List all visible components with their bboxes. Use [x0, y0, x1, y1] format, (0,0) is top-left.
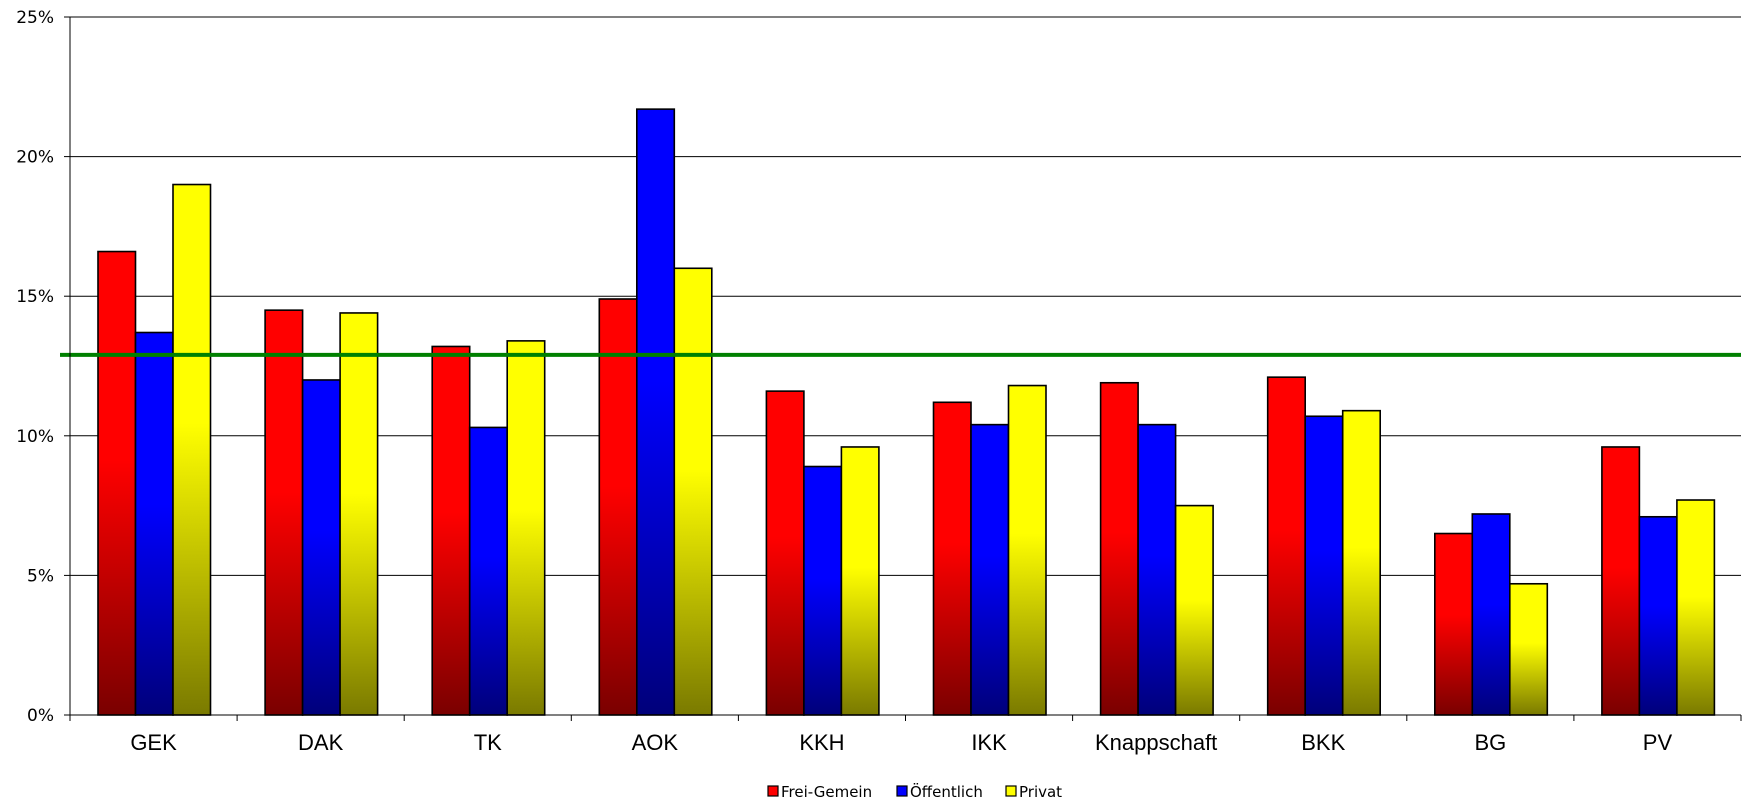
legend-swatch — [1005, 785, 1017, 797]
legend-swatch — [767, 785, 779, 797]
y-tick-label: 0% — [27, 706, 54, 726]
legend-swatch — [896, 785, 908, 797]
bar-gek-0 — [97, 250, 137, 716]
x-tick-label: KKH — [799, 730, 844, 755]
bar-tk-2 — [506, 340, 546, 716]
bar-bkk-1 — [1304, 415, 1344, 716]
bar-gek-1 — [134, 331, 174, 716]
x-tick-label: DAK — [298, 730, 344, 755]
bar-knappschaft-0 — [1099, 381, 1139, 716]
x-tick-label: GEK — [130, 730, 177, 755]
legend-label: Frei-Gemein — [781, 783, 872, 801]
bar-aok-2 — [673, 267, 713, 716]
bar-aok-1 — [635, 108, 676, 716]
bar-ikk-0 — [932, 401, 972, 716]
x-tick-label: IKK — [971, 730, 1007, 755]
bar-knappschaft-1 — [1137, 423, 1177, 716]
x-tick-label: Knappschaft — [1095, 730, 1217, 755]
bar-aok-0 — [598, 298, 638, 716]
y-tick-label: 5% — [27, 566, 54, 586]
bar-kkh-1 — [803, 465, 843, 716]
bar-bg-1 — [1471, 513, 1511, 716]
bar-pv-0 — [1601, 446, 1641, 716]
y-tick-label: 25% — [16, 8, 54, 28]
bar-tk-0 — [431, 345, 471, 716]
legend: Frei-Gemein Öffentlich Privat — [767, 782, 1062, 801]
bar-bg-2 — [1509, 582, 1549, 716]
x-tick-label: TK — [474, 730, 502, 755]
legend-label: Privat — [1019, 783, 1062, 801]
bar-kkh-0 — [765, 390, 805, 716]
x-tick-label: BG — [1474, 730, 1506, 755]
bar-gek-2 — [172, 183, 212, 716]
bar-pv-1 — [1638, 515, 1678, 716]
bar-bg-0 — [1434, 532, 1474, 716]
bars — [97, 108, 1716, 716]
bar-dak-1 — [301, 379, 341, 716]
y-tick-label: 10% — [16, 427, 54, 447]
bar-kkh-2 — [840, 446, 880, 716]
y-tick-label: 15% — [16, 287, 54, 307]
bar-tk-1 — [468, 426, 509, 716]
bar-dak-0 — [264, 309, 304, 716]
legend-label: Öffentlich — [910, 782, 983, 801]
bar-ikk-2 — [1007, 384, 1047, 716]
bar-bkk-2 — [1341, 409, 1381, 716]
bar-pv-2 — [1676, 499, 1716, 716]
bar-dak-2 — [339, 312, 379, 716]
x-tick-label: PV — [1643, 730, 1673, 755]
x-tick-label: AOK — [632, 730, 679, 755]
bar-knappschaft-2 — [1174, 504, 1214, 716]
axes: 0% 5% 10% 15% 20% 25% GEK DAK TK AOK KKH IKK Knappsc… — [16, 8, 1742, 755]
bar-ikk-1 — [970, 423, 1010, 716]
bar-bkk-0 — [1266, 376, 1306, 716]
y-tick-label: 20% — [16, 148, 54, 168]
x-tick-label: BKK — [1301, 730, 1345, 755]
